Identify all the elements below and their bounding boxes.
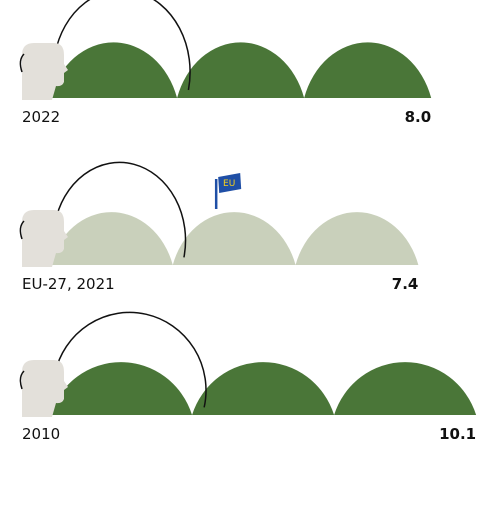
hills (50, 362, 477, 415)
head (22, 43, 68, 100)
value-label: 10.1 (439, 425, 476, 443)
category-label: 2022 (22, 108, 60, 126)
arc-line (54, 311, 207, 408)
hills (50, 212, 419, 265)
head (22, 210, 68, 267)
flag-label: EU (223, 179, 235, 189)
head-outline (19, 370, 25, 390)
head (22, 360, 68, 417)
hills (50, 42, 432, 98)
head-outline (19, 220, 25, 240)
arc-line (54, 0, 191, 91)
arc-line (54, 161, 187, 258)
head-outline (19, 53, 25, 73)
flag (218, 173, 242, 193)
category-label: EU-27, 2021 (22, 275, 115, 293)
value-label: 8.0 (405, 108, 432, 126)
value-label: 7.4 (392, 275, 419, 293)
category-label: 2010 (22, 425, 60, 443)
